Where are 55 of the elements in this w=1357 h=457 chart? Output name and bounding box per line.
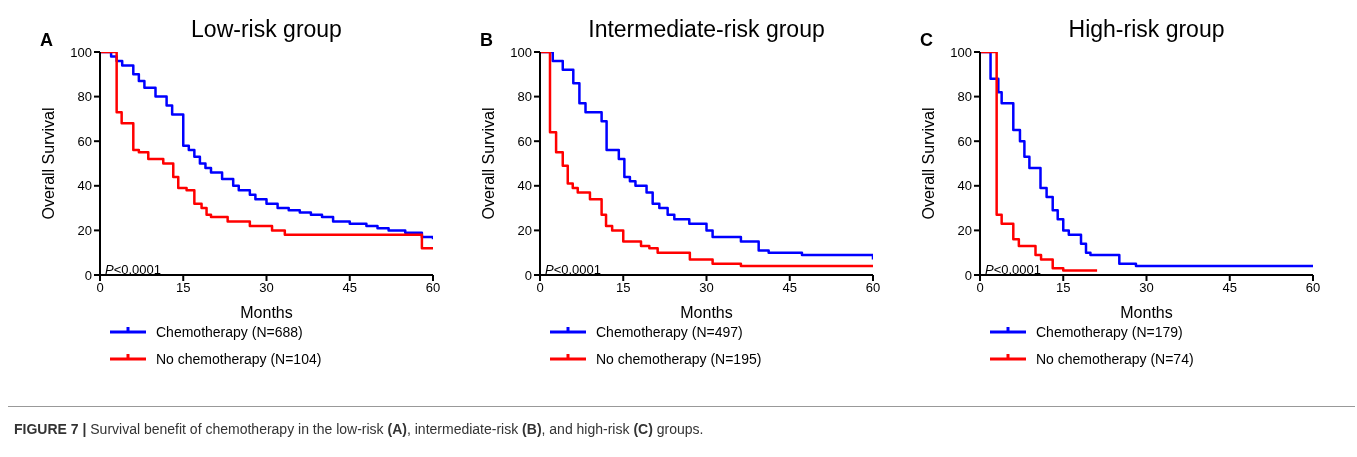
text: A: [40, 30, 53, 51]
y-axis-title: Overall Survival: [919, 107, 937, 220]
x-tick-label: 45: [782, 280, 797, 296]
caption: FIGURE 7 | Survival benefit of chemotherapy in the low-risk (A), intermediate-risk (B), and high-risk (C) groups.: [14, 421, 704, 437]
y-tick-label: 60: [77, 133, 92, 149]
y-tick-label: 0: [964, 267, 972, 283]
x-tick-label: 45: [1222, 280, 1237, 296]
y-tick-label: 100: [950, 44, 972, 60]
y-tick-label: 20: [77, 223, 92, 239]
x-tick-label: 30: [1139, 280, 1154, 296]
legend-label: No chemotherapy (N=74): [1036, 350, 1194, 367]
y-tick-label: 0: [524, 267, 532, 283]
y-tick-label: 100: [510, 44, 532, 60]
y-tick-label: 80: [957, 89, 972, 105]
legend-label: Chemotherapy (N=497): [596, 323, 743, 340]
x-tick-label: 0: [976, 280, 984, 296]
annotation: P<0.0001: [985, 262, 1042, 277]
text: C: [920, 30, 933, 51]
chart-title: Intermediate-risk group: [587, 16, 826, 43]
chart-title: High-risk group: [1067, 16, 1226, 43]
legend-label: Chemotherapy (N=688): [156, 323, 303, 340]
x-axis-title: Months: [1120, 304, 1173, 321]
y-tick-label: 0: [84, 267, 92, 283]
y-tick-label: 80: [77, 89, 92, 105]
annotation: P<0.0001: [545, 262, 602, 277]
legend-label: Chemotherapy (N=179): [1036, 323, 1183, 340]
y-tick-label: 40: [77, 178, 92, 194]
x-tick-label: 0: [96, 280, 104, 296]
y-tick-label: 20: [517, 223, 532, 239]
x-tick-label: 30: [259, 280, 274, 296]
text: B: [480, 30, 493, 51]
y-tick-label: 60: [517, 133, 532, 149]
y-axis-title: Overall Survival: [39, 107, 57, 220]
y-tick-label: 40: [957, 178, 972, 194]
x-tick-label: 30: [699, 280, 714, 296]
legend-label: No chemotherapy (N=104): [156, 350, 322, 367]
y-tick-label: 60: [957, 133, 972, 149]
chart-title: Low-risk group: [190, 16, 343, 43]
x-tick-label: 15: [176, 280, 191, 296]
y-tick-label: 80: [517, 89, 532, 105]
x-tick-label: 15: [1056, 280, 1071, 296]
y-axis-title: Overall Survival: [479, 107, 497, 220]
x-axis-title: Months: [240, 304, 293, 321]
x-tick-label: 60: [1305, 280, 1321, 296]
annotation: P<0.0001: [105, 262, 162, 277]
y-tick-label: 100: [70, 44, 92, 60]
x-tick-label: 0: [536, 280, 544, 296]
legend-label: No chemotherapy (N=195): [596, 350, 762, 367]
x-tick-label: 15: [616, 280, 631, 296]
x-tick-label: 60: [425, 280, 441, 296]
x-tick-label: 60: [865, 280, 881, 296]
y-tick-label: 20: [957, 223, 972, 239]
y-tick-label: 40: [517, 178, 532, 194]
x-tick-label: 45: [342, 280, 357, 296]
x-axis-title: Months: [680, 304, 733, 321]
